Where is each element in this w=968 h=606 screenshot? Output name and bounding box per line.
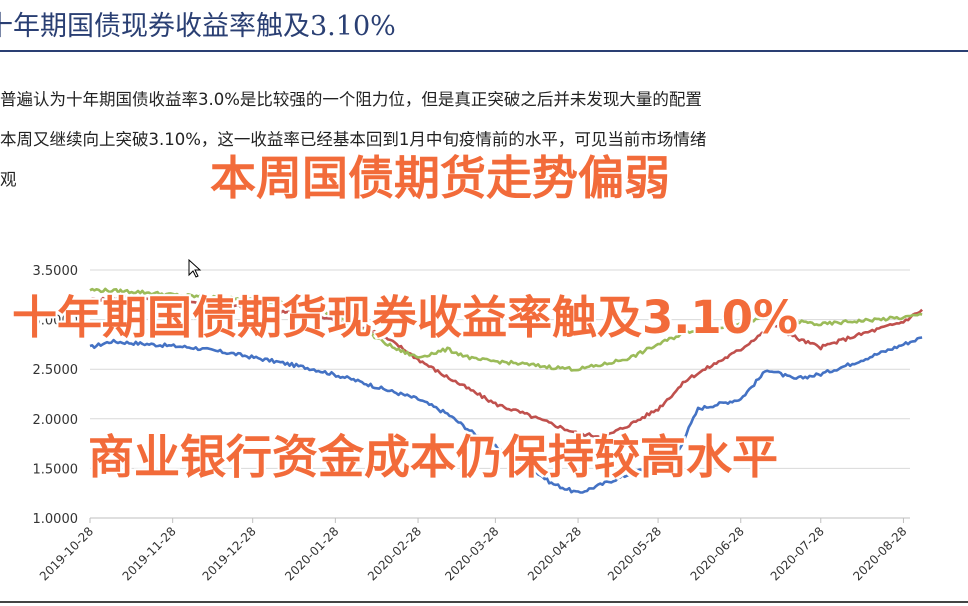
- paragraph-line-1: 普遍认为十年期国债收益率3.0%是比较强的一个阻力位，但是真正突破之后并未发现大…: [0, 90, 702, 109]
- y-tick-label: 3.0000: [33, 314, 79, 329]
- y-tick-label: 2.5000: [33, 363, 79, 378]
- x-tick-label: 2020-05-28: [605, 524, 664, 583]
- title-rule: [0, 50, 968, 52]
- paragraph-line-3: 观: [0, 170, 17, 189]
- series-line-3: [89, 287, 923, 372]
- overlay-title-2: 十年期国债期货现券收益率触及3.10%: [12, 291, 799, 344]
- overlay-title-1: 本周国债期货走势偏弱: [210, 151, 670, 205]
- yield-line-chart: 1.0000 1.5000 2.0000 2.5000 3.0000 3.5000 2019…: [33, 264, 924, 583]
- series-line-2: [89, 295, 924, 440]
- x-tick-label: 2020-04-28: [525, 524, 584, 583]
- page-title: 十年期国债现券收益率触及3.10%: [0, 11, 396, 42]
- mouse-cursor-icon: [188, 259, 202, 278]
- bottom-rule: [0, 601, 968, 603]
- x-tick-label: 2020-02-28: [365, 524, 424, 583]
- y-tick-label: 1.5000: [33, 462, 79, 477]
- x-tick-label: 2020-08-28: [850, 524, 909, 583]
- paragraph-line-2: 本周又继续向上突破3.10%，这一收益率已经基本回到1月中旬疫情前的水平，可见当…: [0, 130, 707, 149]
- y-tick-label: 1.0000: [33, 512, 79, 527]
- x-tick-label: 2019-11-28: [120, 524, 179, 583]
- x-tick-label: 2019-10-28: [37, 524, 96, 583]
- x-tick-label: 2019-12-28: [200, 524, 259, 583]
- x-tick-label: 2020-07-28: [768, 524, 827, 583]
- x-tick-label: 2020-01-28: [282, 524, 341, 583]
- y-tick-label: 3.5000: [33, 264, 79, 279]
- overlay-title-3: 商业银行资金成本仍保持较高水平: [88, 430, 778, 484]
- x-tick-label: 2020-06-28: [688, 524, 747, 583]
- x-tick-label: 2020-03-28: [442, 524, 501, 583]
- series-line-1: [89, 336, 923, 494]
- y-tick-label: 2.0000: [33, 413, 79, 428]
